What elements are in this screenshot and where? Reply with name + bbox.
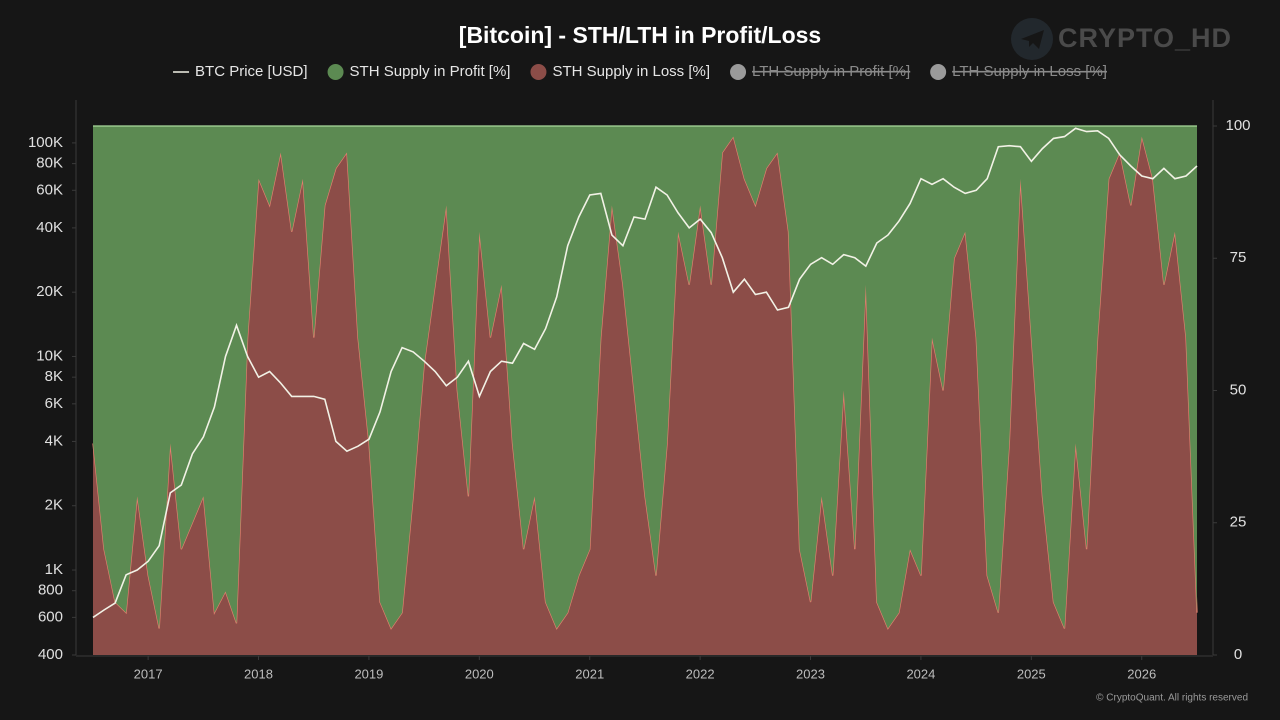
legend-dot [327, 64, 344, 80]
legend-dot [530, 64, 547, 80]
x-tick-label: 2022 [686, 666, 715, 681]
y-tick-label: 10K [36, 347, 63, 364]
y2-tick-label: 50 [1230, 381, 1247, 398]
y-tick-label: 6K [45, 395, 63, 412]
watermark-logo [1011, 18, 1053, 60]
plot-area: 400 600 800 1K 2K 4K 6K 8K 10K 20K 40K 60K 80K 100K 0 2… [28, 100, 1251, 681]
y-tick-label: 2K [45, 497, 63, 514]
legend-label: STH Supply in Profit [%] [350, 63, 511, 80]
y-tick-label: 1K [45, 561, 63, 578]
x-tick-label: 2018 [244, 666, 273, 681]
y-tick-label: 600 [38, 608, 63, 625]
legend-dot [930, 64, 947, 80]
x-tick-label: 2020 [465, 666, 494, 681]
watermark: CRYPTO_HD [1058, 23, 1232, 53]
y2-tick-label: 75 [1230, 249, 1247, 266]
legend-label: LTH Supply in Profit [%] [752, 63, 910, 80]
legend-label: BTC Price [USD] [195, 63, 308, 80]
x-tick-label: 2017 [134, 666, 163, 681]
legend-item: LTH Supply in Loss [%] [930, 63, 1107, 80]
y-tick-label: 40K [36, 219, 63, 236]
legend-dot [730, 64, 747, 80]
legend-label: LTH Supply in Loss [%] [952, 63, 1107, 80]
legend-item: LTH Supply in Profit [%] [730, 63, 911, 80]
x-tick-label: 2021 [575, 666, 604, 681]
area [93, 136, 1197, 656]
x-tick-label: 2019 [354, 666, 383, 681]
legend-item: STH Supply in Loss [%] [530, 63, 710, 80]
y2-tick-label: 0 [1234, 646, 1242, 663]
y-tick-label: 60K [36, 181, 63, 198]
y-tick-label: 20K [36, 283, 63, 300]
x-tick-label: 2023 [796, 666, 825, 681]
y-tick-label: 8K [45, 368, 63, 385]
x-tick-label: 2024 [906, 666, 935, 681]
legend-item: STH Supply in Profit [%] [327, 63, 511, 80]
chart-title: [Bitcoin] - STH/LTH in Profit/Loss [459, 22, 821, 48]
legend-label: STH Supply in Loss [%] [552, 63, 710, 80]
y-tick-label: 100K [28, 134, 63, 151]
y-tick-label: 4K [45, 432, 63, 449]
y-tick-label: 400 [38, 646, 63, 663]
areas [92, 125, 1198, 656]
area [93, 126, 1197, 629]
x-tick-label: 2026 [1127, 666, 1156, 681]
y2-tick-label: 25 [1230, 514, 1247, 531]
credit: © CryptoQuant. All rights reserved [1096, 693, 1248, 704]
x-tick-label: 2025 [1017, 666, 1046, 681]
y2-tick-label: 100 [1225, 117, 1250, 134]
y-tick-label: 80K [36, 155, 63, 172]
legend: BTC Price [USD] STH Supply in Profit [%] S… [173, 63, 1107, 80]
y-tick-label: 800 [38, 582, 63, 599]
price-line [92, 127, 1198, 619]
legend-item: BTC Price [USD] [173, 63, 308, 80]
